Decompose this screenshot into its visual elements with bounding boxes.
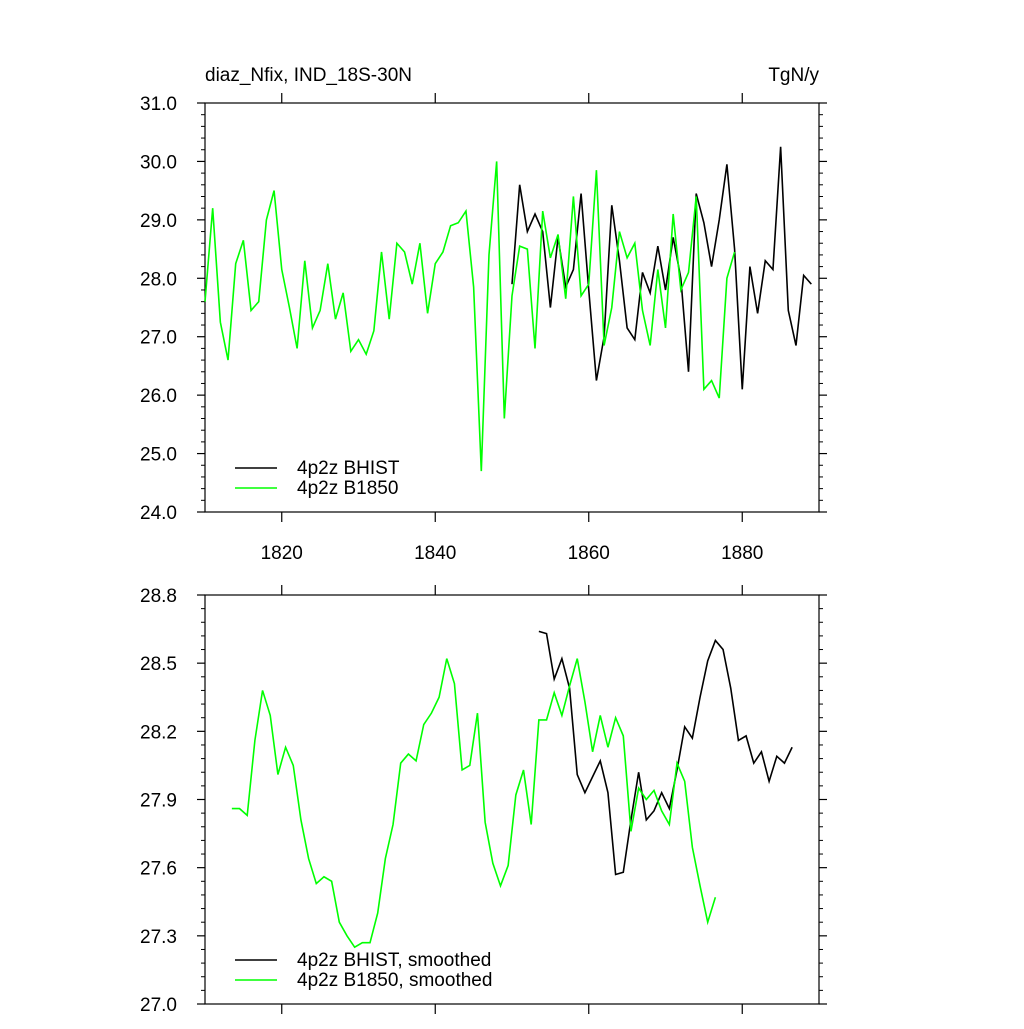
legend-label: 4p2z B1850 (297, 478, 398, 499)
y-tick-label: 31.0 (140, 94, 177, 115)
y-tick-label: 28.2 (140, 722, 177, 743)
y-tick-label: 30.0 (140, 152, 177, 173)
y-tick-label: 29.0 (140, 211, 177, 232)
x-tick-label: 1820 (261, 543, 303, 564)
y-tick-label: 24.0 (140, 503, 177, 524)
chart-title: diaz_Nfix, IND_18S-30N (205, 65, 412, 86)
y-tick-label: 27.0 (140, 328, 177, 349)
y-tick-label: 27.6 (140, 859, 177, 880)
data-line (231, 658, 717, 949)
legend-label: 4p2z BHIST (297, 458, 400, 479)
data-line (204, 161, 736, 472)
x-tick-label: 1840 (414, 543, 456, 564)
y-tick-label: 27.0 (140, 995, 177, 1016)
data-line (538, 630, 793, 876)
y-tick-label: 26.0 (140, 386, 177, 407)
data-line (511, 146, 812, 390)
legend-label: 4p2z BHIST, smoothed (297, 950, 491, 971)
plot-frame (204, 594, 820, 1005)
y-tick-label: 27.9 (140, 791, 177, 812)
y-tick-label: 25.0 (140, 445, 177, 466)
legend-label: 4p2z B1850, smoothed (297, 970, 492, 991)
y-tick-label: 28.8 (140, 586, 177, 607)
units-label: TgN/y (768, 65, 819, 86)
y-tick-label: 28.5 (140, 654, 177, 675)
y-tick-label: 27.3 (140, 927, 177, 948)
plot-frame (204, 102, 820, 513)
y-tick-label: 28.0 (140, 269, 177, 290)
x-tick-label: 1860 (568, 543, 610, 564)
x-tick-label: 1880 (721, 543, 763, 564)
